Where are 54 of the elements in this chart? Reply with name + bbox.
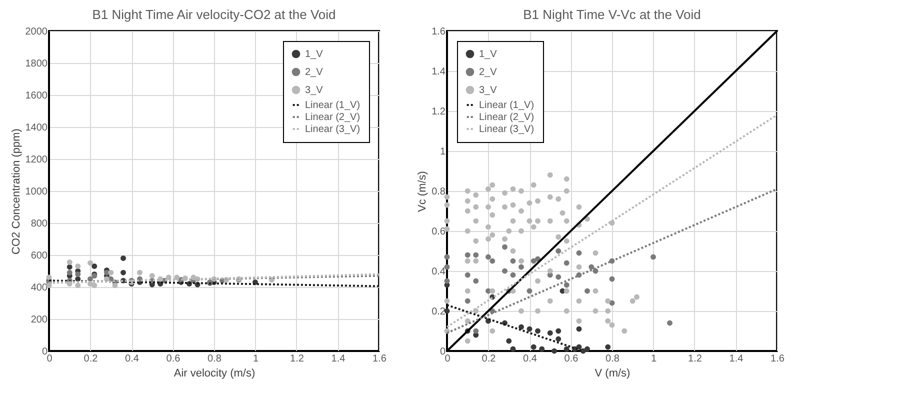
x-axis-title: V (m/s) <box>594 368 630 380</box>
legend-label: Linear (3_V) <box>479 124 534 135</box>
x-tick-label: 0.6 <box>166 354 181 364</box>
legend-label: 1_V <box>305 49 324 60</box>
legend-label: 2_V <box>479 67 498 78</box>
x-tick-label: 1.6 <box>372 354 387 364</box>
legend-label: Linear (1_V) <box>305 100 360 111</box>
legend-label: Linear (2_V) <box>479 112 534 123</box>
chart-title: B1 Night Time Air velocity-CO2 at the Void <box>92 7 336 22</box>
x-tick-label: 0.2 <box>84 354 98 364</box>
x-tick-label: 0.8 <box>606 354 620 364</box>
y-tick-label: 600 <box>30 250 48 262</box>
y-tick-label: 0.2 <box>432 306 446 318</box>
x-tick-label: 0.4 <box>523 354 538 364</box>
y-tick-label: 1.2 <box>432 106 446 118</box>
x-tick-label: 0.4 <box>125 354 140 364</box>
y-tick-label: 200 <box>30 314 48 326</box>
legend-label: Linear (1_V) <box>479 100 534 111</box>
chart-title: B1 Night Time V-Vc at the Void <box>523 7 701 22</box>
legend-label: 1_V <box>479 49 498 60</box>
y-tick-label: 1.6 <box>432 26 446 38</box>
y-tick-label: 800 <box>30 218 48 230</box>
y-axis-title: CO2 Concentration (ppm) <box>10 128 22 254</box>
y-tick-label: 400 <box>30 282 48 294</box>
y-tick-label: 1000 <box>25 186 48 198</box>
legend-label: 3_V <box>305 85 324 96</box>
y-tick-label: 0 <box>42 346 48 358</box>
x-tick-label: 0.2 <box>482 354 496 364</box>
y-tick-label: 0.6 <box>432 226 446 238</box>
x-axis-title: Air velocity (m/s) <box>174 368 256 380</box>
y-tick-label: 1800 <box>25 58 48 70</box>
x-tick-label: 1.4 <box>331 354 346 364</box>
x-tick-label: 1 <box>252 354 259 364</box>
y-tick-label: 1600 <box>25 90 48 102</box>
legend-label: Linear (3_V) <box>305 124 360 135</box>
y-tick-label: 2000 <box>25 26 48 38</box>
y-tick-label: 0 <box>440 346 446 358</box>
y-tick-label: 1400 <box>25 122 48 134</box>
x-tick-label: 0.8 <box>208 354 222 364</box>
x-tick-label: 1 <box>650 354 657 364</box>
y-axis-title: Vc (m/s) <box>416 171 429 212</box>
y-tick-label: 1200 <box>25 154 48 166</box>
legend-label: 2_V <box>305 67 324 78</box>
legend-label: 3_V <box>479 85 498 96</box>
x-tick-label: 1.2 <box>688 354 702 364</box>
y-tick-label: 1 <box>440 146 446 158</box>
x-tick-label: 1.2 <box>290 354 304 364</box>
y-tick-label: 0.8 <box>432 186 446 198</box>
x-tick-label: 1.6 <box>770 354 785 364</box>
y-tick-label: 1.4 <box>432 66 446 78</box>
x-tick-label: 1.4 <box>729 354 744 364</box>
x-tick-label: 0.6 <box>564 354 579 364</box>
y-tick-label: 0.4 <box>432 266 446 278</box>
legend-label: Linear (2_V) <box>305 112 360 123</box>
